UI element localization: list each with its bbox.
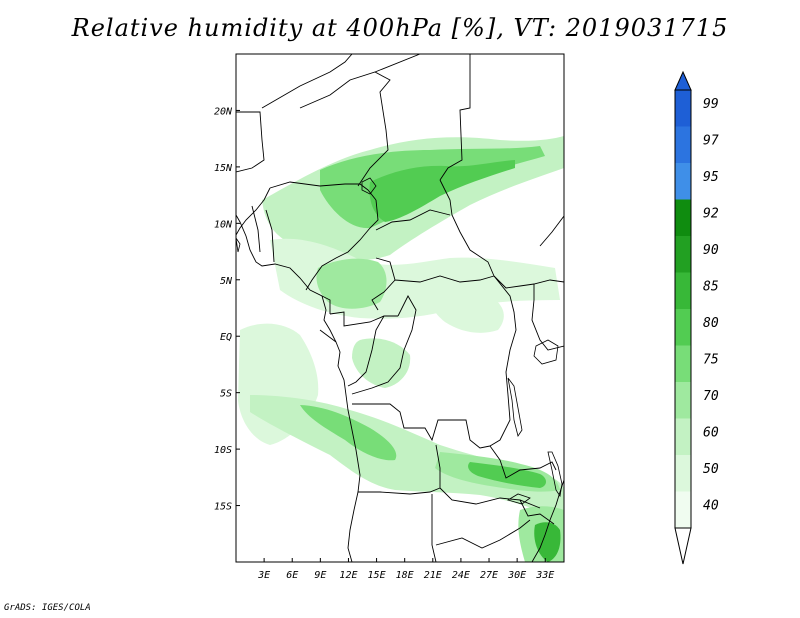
lon-tick-label: 27E xyxy=(480,570,498,581)
colorbar-segment xyxy=(675,491,691,528)
border-zambia-mozambique xyxy=(489,445,557,525)
border-cameroon-gabon-congo xyxy=(329,311,398,387)
colorbar-level-label: 90 xyxy=(703,243,719,258)
lat-tick-label: 10N xyxy=(214,219,233,230)
lat-tick-label: EQ xyxy=(220,332,232,343)
humidity-area-zambia-core xyxy=(468,462,546,488)
lake-victoria xyxy=(533,339,559,365)
border-botswana-sa xyxy=(431,494,531,562)
border-west-small xyxy=(236,187,275,263)
border-kenya-uganda xyxy=(531,284,564,351)
lake-malawi xyxy=(547,451,563,498)
humidity-area-angola-core xyxy=(300,405,397,461)
colorbar-segment xyxy=(675,345,691,382)
colorbar-bottom-arrow xyxy=(674,527,692,565)
lat-tick-label: 5N xyxy=(220,276,233,287)
colorbar-frame xyxy=(674,89,692,529)
lake-volta xyxy=(236,237,241,253)
lakes xyxy=(236,177,563,505)
lake-tanganyika xyxy=(507,377,523,437)
country-borders xyxy=(236,54,564,562)
border-ssudan-east xyxy=(493,215,564,289)
colorbar-level-label: 97 xyxy=(703,134,719,149)
lat-tick-label: 5S xyxy=(220,389,232,400)
colorbar-segment xyxy=(675,382,691,419)
humidity-shading xyxy=(238,136,564,562)
lake-kariba xyxy=(507,493,531,505)
colorbar-level-label: 40 xyxy=(703,499,719,514)
colorbar-level-label: 99 xyxy=(703,97,719,112)
chart-title: Relative humidity at 400hPa [%], VT: 201… xyxy=(71,14,729,42)
lon-tick-label: 33E xyxy=(535,570,554,581)
lon-tick-label: 30E xyxy=(507,570,526,581)
map-frame xyxy=(235,53,565,563)
lat-tick-label: 10S xyxy=(214,445,232,456)
humidity-area-cameroon-core xyxy=(316,258,387,309)
lon-tick-label: 12E xyxy=(339,570,357,581)
border-drc-east xyxy=(489,275,517,447)
humidity-area-sahel-inner xyxy=(369,160,515,222)
colorbar-segment xyxy=(675,90,691,127)
colorbar-segment xyxy=(675,418,691,455)
humidity-area-congo-patch xyxy=(352,338,411,388)
lon-tick-label: 9E xyxy=(314,570,326,581)
colorbar-level-label: 50 xyxy=(703,462,719,477)
lat-tick-label: 20N xyxy=(214,106,233,117)
colorbar-segment xyxy=(675,272,691,309)
border-mauritania-mali xyxy=(236,111,265,173)
humidity-area-east-patch xyxy=(429,287,504,333)
colorbar-segment xyxy=(675,126,691,163)
colorbar-segment xyxy=(675,199,691,236)
lon-tick-label: 3E xyxy=(257,570,270,581)
border-algeria-mali xyxy=(261,54,353,109)
lake-chad xyxy=(361,177,377,195)
border-mali-niger xyxy=(299,71,391,187)
border-drc-congo xyxy=(351,295,417,395)
lon-tick-label: 24E xyxy=(452,570,470,581)
lon-tick-label: 6E xyxy=(286,570,298,581)
lat-tick-label: 15N xyxy=(214,163,233,174)
border-nigeria-cameroon xyxy=(305,199,379,291)
colorbar-top-arrow xyxy=(674,70,692,91)
border-drc-angola xyxy=(352,403,491,449)
axis-ticks: 3E 6E 9E 12E 15E 18E 21E 24E 27E 30E 33E 20N 15N 10N 5… xyxy=(214,106,554,581)
border-chad-sudan xyxy=(439,179,495,277)
colorbar-segment xyxy=(675,163,691,200)
colorbar-level-label: 85 xyxy=(703,280,719,295)
colorbar-level-label: 70 xyxy=(703,389,719,404)
colorbar-level-label: 80 xyxy=(703,316,719,331)
lon-tick-label: 18E xyxy=(396,570,414,581)
colorbar-segment xyxy=(675,236,691,273)
colorbar-level-label: 95 xyxy=(703,170,719,185)
border-angola-namibia-zambia xyxy=(358,444,541,509)
lon-tick-label: 21E xyxy=(424,570,442,581)
colorbar-level-label: 75 xyxy=(703,353,719,368)
colorbar-level-label: 92 xyxy=(703,207,719,222)
border-libya-niger-chad xyxy=(374,54,471,181)
border-niger-nigeria xyxy=(269,181,377,201)
colorbar-segment xyxy=(675,455,691,492)
grads-credit: GrADS: IGES/COLA xyxy=(4,603,91,613)
border-car xyxy=(371,209,495,311)
lon-tick-label: 15E xyxy=(368,570,386,581)
coastline-west-africa xyxy=(236,214,361,562)
coastline-east-africa xyxy=(531,479,564,562)
colorbar-level-label: 60 xyxy=(703,426,719,441)
humidity-area-mozambique-core xyxy=(534,522,561,562)
border-gabon xyxy=(319,295,337,343)
colorbar-segment xyxy=(675,309,691,346)
lat-tick-label: 15S xyxy=(214,502,232,513)
